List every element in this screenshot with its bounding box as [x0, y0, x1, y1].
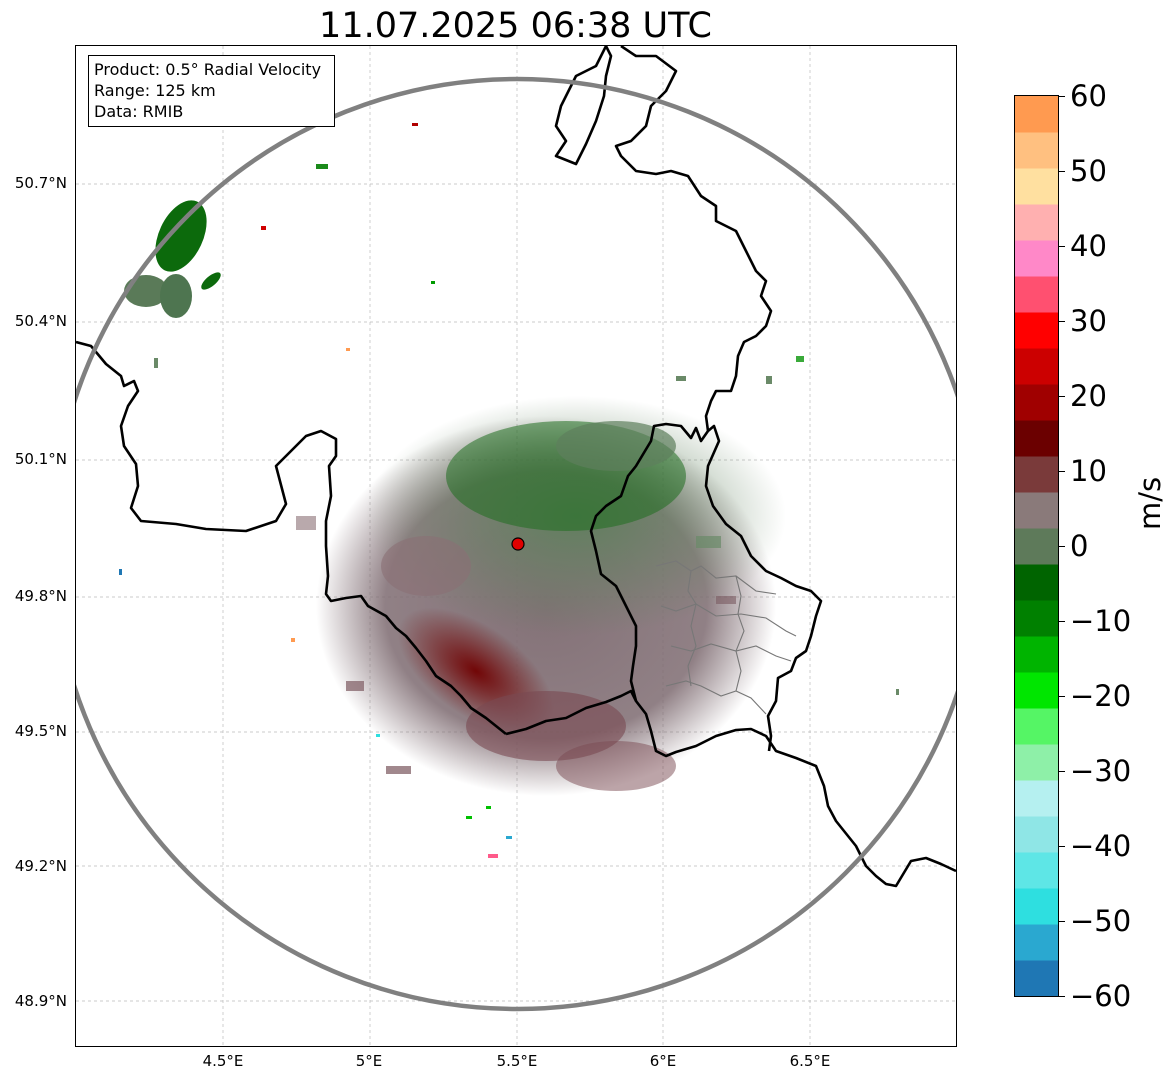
colorbar-label: m/s — [1133, 476, 1167, 530]
colorbar-tick: 0 — [1070, 529, 1089, 563]
lat-label: 49.5°N — [14, 722, 67, 740]
lat-label: 50.4°N — [14, 312, 67, 330]
colorbar-segment — [1015, 960, 1058, 996]
colorbar-tick: 30 — [1070, 304, 1107, 338]
colorbar-segment — [1015, 600, 1058, 637]
lon-label: 4.5°E — [202, 1052, 244, 1070]
colorbar-tick: −10 — [1070, 604, 1132, 638]
colorbar-tickmark — [1059, 546, 1065, 547]
lon-label: 5°E — [355, 1052, 383, 1070]
colorbar-segment — [1015, 852, 1058, 889]
colorbar-tickmark — [1059, 846, 1065, 847]
colorbar-tickmark — [1059, 246, 1065, 247]
colorbar-gradient — [1015, 96, 1058, 996]
lon-label: 5.5°E — [496, 1052, 538, 1070]
colorbar-segment — [1015, 672, 1058, 709]
colorbar-tickmark — [1059, 921, 1065, 922]
colorbar-tickmark — [1059, 996, 1065, 997]
colorbar-segment — [1015, 924, 1058, 961]
colorbar-tickmark — [1059, 471, 1065, 472]
map-canvas — [76, 46, 956, 1046]
lat-label: 49.8°N — [14, 587, 67, 605]
colorbar-segment — [1015, 420, 1058, 457]
colorbar-segment — [1015, 240, 1058, 277]
colorbar-segment — [1015, 528, 1058, 565]
colorbar-tick: 60 — [1070, 79, 1107, 113]
velocity-echoes — [316, 396, 786, 796]
colorbar-segment — [1015, 456, 1058, 493]
scattered-echoes — [119, 123, 899, 858]
colorbar-tick: −20 — [1070, 679, 1132, 713]
colorbar-tick: −60 — [1070, 979, 1132, 1013]
colorbar-tickmark — [1059, 96, 1065, 97]
colorbar-segment — [1015, 888, 1058, 925]
velocity-colorbar — [1014, 95, 1059, 997]
colorbar-segment — [1015, 492, 1058, 529]
colorbar-segment — [1015, 708, 1058, 745]
colorbar-segment — [1015, 384, 1058, 421]
colorbar-tick: −40 — [1070, 829, 1132, 863]
colorbar-tick: 20 — [1070, 379, 1107, 413]
admin-boundaries — [655, 560, 797, 715]
colorbar-segment — [1015, 276, 1058, 313]
colorbar-segment — [1015, 204, 1058, 241]
colorbar-segment — [1015, 348, 1058, 385]
colorbar-segment — [1015, 132, 1058, 169]
colorbar-tick: −50 — [1070, 904, 1132, 938]
colorbar-tickmark — [1059, 621, 1065, 622]
lat-label: 49.2°N — [14, 857, 67, 875]
nw-storm-cell — [124, 164, 328, 318]
colorbar-tickmark — [1059, 771, 1065, 772]
lat-label: 48.9°N — [14, 992, 67, 1010]
product-label: Product: 0.5° Radial Velocity — [94, 60, 322, 79]
colorbar-segment — [1015, 744, 1058, 781]
colorbar-segment — [1015, 564, 1058, 601]
colorbar-tickmark — [1059, 171, 1065, 172]
range-label: Range: 125 km — [94, 81, 216, 100]
radar-site-marker — [511, 537, 525, 551]
colorbar-tick: 10 — [1070, 454, 1107, 488]
colorbar-segment — [1015, 96, 1058, 133]
range-ring — [76, 76, 956, 1012]
data-source-label: Data: RMIB — [94, 102, 184, 121]
colorbar-tickmark — [1059, 696, 1065, 697]
colorbar-tick: −30 — [1070, 754, 1132, 788]
radar-map[interactable] — [75, 45, 957, 1047]
product-info-box: Product: 0.5° Radial Velocity Range: 125… — [88, 55, 335, 127]
colorbar-tick: 50 — [1070, 154, 1107, 188]
colorbar-segment — [1015, 780, 1058, 817]
lat-label: 50.7°N — [14, 174, 67, 192]
colorbar-tickmark — [1059, 321, 1065, 322]
colorbar-segment — [1015, 816, 1058, 853]
colorbar-segment — [1015, 312, 1058, 349]
lon-label: 6°E — [649, 1052, 677, 1070]
lon-label: 6.5°E — [789, 1052, 831, 1070]
colorbar-segment — [1015, 168, 1058, 205]
country-borders — [76, 46, 956, 888]
map-title: 11.07.2025 06:38 UTC — [319, 6, 712, 46]
colorbar-segment — [1015, 636, 1058, 673]
colorbar-tickmark — [1059, 396, 1065, 397]
lat-label: 50.1°N — [14, 450, 67, 468]
colorbar-tick: 40 — [1070, 229, 1107, 263]
